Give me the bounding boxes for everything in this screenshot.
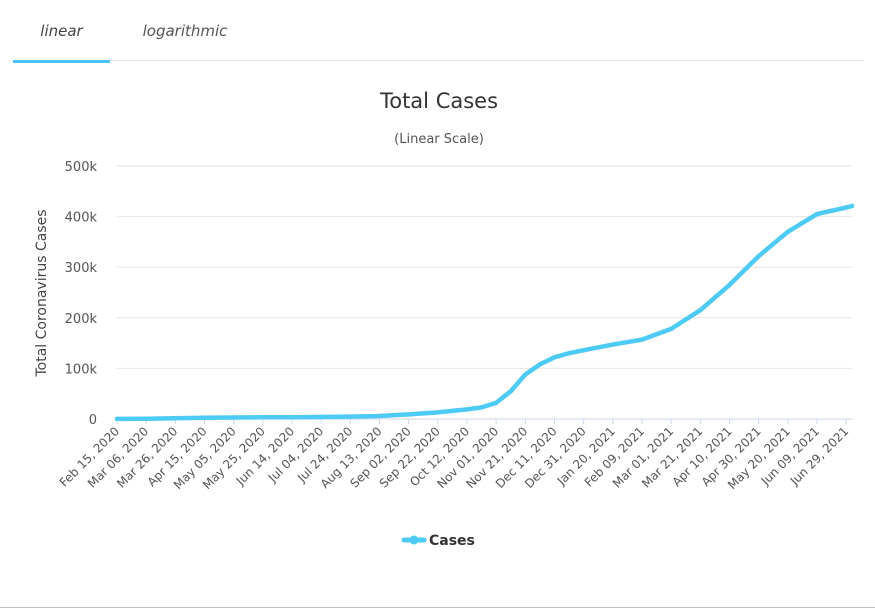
- data-point[interactable]: [435, 410, 440, 415]
- y-tick-label: 400k: [65, 211, 98, 226]
- data-point[interactable]: [698, 308, 703, 313]
- data-point[interactable]: [231, 415, 236, 420]
- y-tick-label: 200k: [65, 312, 98, 327]
- data-point[interactable]: [669, 326, 674, 332]
- data-point[interactable]: [566, 351, 572, 356]
- data-point[interactable]: [610, 342, 615, 347]
- data-point[interactable]: [464, 407, 470, 412]
- data-point[interactable]: [508, 389, 513, 394]
- data-point[interactable]: [319, 414, 324, 420]
- data-point[interactable]: [552, 355, 557, 360]
- data-point[interactable]: [814, 211, 820, 217]
- data-point[interactable]: [173, 416, 178, 421]
- data-point[interactable]: [202, 415, 207, 420]
- data-point[interactable]: [406, 412, 411, 417]
- chart-title: Total Cases: [379, 89, 498, 113]
- data-point[interactable]: [494, 400, 499, 405]
- chart-subtitle: (Linear Scale): [394, 132, 484, 147]
- data-point[interactable]: [260, 415, 265, 420]
- data-point[interactable]: [756, 253, 761, 259]
- data-point[interactable]: [844, 205, 849, 210]
- tab-linear[interactable]: linear: [40, 22, 83, 40]
- series-line-cases[interactable]: [114, 203, 855, 422]
- legend[interactable]: Cases: [401, 533, 475, 549]
- data-point[interactable]: [581, 348, 586, 353]
- data-point[interactable]: [377, 413, 382, 419]
- y-tick-label: 500k: [65, 160, 98, 175]
- data-point[interactable]: [537, 362, 543, 367]
- y-axis-title: Total Coronavirus Cases: [34, 209, 50, 377]
- bottom-divider: [0, 607, 875, 608]
- tab-divider: [13, 60, 864, 61]
- data-point[interactable]: [639, 337, 645, 342]
- data-point[interactable]: [348, 414, 353, 419]
- tab-logarithmic[interactable]: logarithmic: [142, 22, 228, 40]
- scale-tabs: linear logarithmic: [0, 0, 864, 63]
- y-axis-ticks: 0 100k 200k 300k 400k 500k: [65, 160, 98, 428]
- data-point[interactable]: [144, 416, 149, 421]
- grid-lines: [117, 165, 852, 420]
- series-layer: [114, 203, 855, 422]
- y-tick-label: 100k: [65, 362, 98, 377]
- data-point[interactable]: [479, 405, 484, 410]
- y-tick-label: 300k: [65, 261, 98, 276]
- data-point[interactable]: [785, 229, 790, 234]
- y-tick-label: 0: [89, 413, 97, 428]
- data-point[interactable]: [114, 416, 120, 422]
- data-point[interactable]: [523, 372, 528, 377]
- active-tab-indicator: [13, 60, 110, 63]
- data-point[interactable]: [849, 203, 855, 209]
- legend-label-cases[interactable]: Cases: [429, 533, 475, 549]
- data-point[interactable]: [727, 282, 732, 288]
- legend-swatch-marker: [409, 535, 419, 545]
- data-point[interactable]: [289, 415, 295, 420]
